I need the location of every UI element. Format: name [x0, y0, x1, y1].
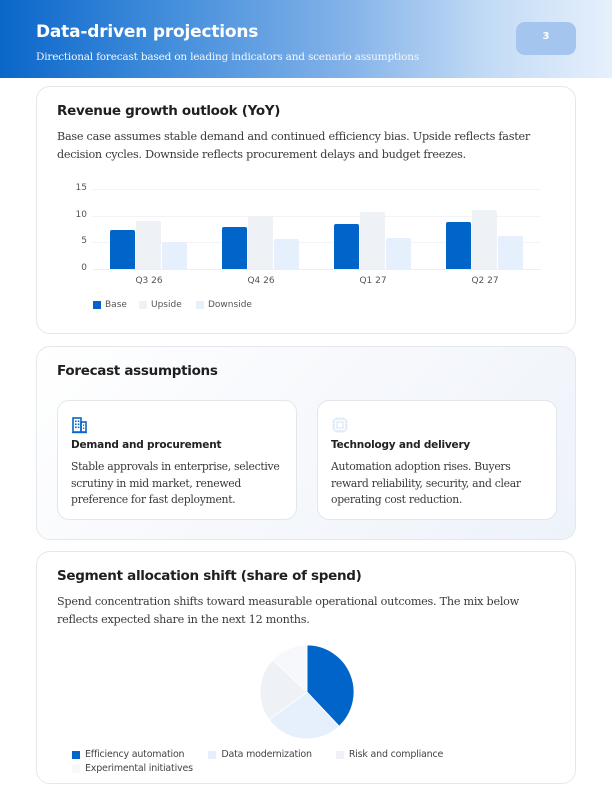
- revenue-card: Revenue growth outlook (YoY) Base case a…: [36, 86, 576, 334]
- x-tick-label: Q3 26: [135, 276, 163, 286]
- gridline: [93, 269, 541, 270]
- bar-downside: [386, 238, 411, 269]
- segments-card: Segment allocation shift (share of spend…: [36, 551, 576, 784]
- legend-swatch: [208, 750, 217, 759]
- revenue-bar-chart: 0 5 10 15 Q3 26 Q4 26 Q1 27 Q2 27 Base Upside Down…: [37, 87, 577, 335]
- page-number-badge: 3: [516, 22, 576, 55]
- x-tick-label: Q2 27: [471, 276, 499, 286]
- legend-item: Data modernization: [208, 749, 312, 760]
- legend-swatch: [93, 301, 101, 309]
- revenue-title: Revenue growth outlook (YoY): [57, 103, 281, 119]
- pie-legend: Efficiency automation Data modernization R…: [72, 749, 532, 774]
- legend-item: Risk and compliance: [335, 749, 444, 760]
- legend-label: Upside: [151, 300, 182, 310]
- legend-label: Experimental initiatives: [85, 763, 193, 774]
- assumption-card-demand: Demand and procurement Stable approvals …: [57, 400, 297, 520]
- assumption-title: Demand and procurement: [71, 439, 222, 451]
- bar-upside: [248, 215, 273, 269]
- legend-label: Risk and compliance: [348, 749, 444, 760]
- bar-downside: [498, 235, 523, 269]
- segments-description: Spend concentration shifts toward measur…: [57, 595, 519, 626]
- assumption-description: Automation adoption rises. Buyers reward…: [331, 460, 521, 506]
- legend-swatch: [335, 750, 344, 759]
- bar-base: [222, 226, 247, 269]
- x-tick-label: Q4 26: [247, 276, 275, 286]
- revenue-description: Base case assumes stable demand and cont…: [57, 130, 530, 161]
- page-subtitle: Directional forecast based on leading in…: [36, 51, 420, 63]
- page-header: Data-driven projections Directional fore…: [0, 0, 612, 78]
- segments-title: Segment allocation shift (share of spend…: [57, 568, 362, 584]
- pie-slice: [272, 644, 308, 693]
- bar-downside: [162, 241, 187, 269]
- legend-label: Base: [105, 300, 127, 310]
- bar-downside: [274, 239, 299, 269]
- bar-base: [110, 230, 135, 269]
- building-icon: [72, 417, 87, 434]
- y-tick-label: 15: [75, 183, 87, 193]
- legend-swatch: [196, 301, 204, 309]
- gridline: [93, 189, 541, 190]
- legend-swatch: [72, 764, 80, 773]
- bar-upside: [136, 221, 161, 269]
- bar-base: [446, 222, 471, 269]
- y-tick-label: 10: [75, 209, 87, 220]
- legend-item: Base: [93, 300, 127, 310]
- legend-item: Upside: [139, 300, 182, 310]
- assumptions-card: Forecast assumptions Demand and procurem…: [36, 346, 576, 540]
- legend-label: Efficiency automation: [85, 749, 185, 760]
- segment-pie-chart: [259, 644, 355, 740]
- legend-label: Downside: [208, 300, 252, 310]
- assumptions-title: Forecast assumptions: [57, 363, 218, 379]
- page-title: Data-driven projections: [36, 22, 259, 42]
- assumption-description: Stable approvals in enterprise, selectiv…: [71, 460, 280, 506]
- legend-swatch: [72, 750, 80, 759]
- gridline: [93, 242, 541, 244]
- legend-item: Efficiency automation: [72, 749, 185, 760]
- legend-swatch: [139, 301, 147, 309]
- pie-slice: [306, 644, 355, 727]
- assumption-card-technology: Technology and delivery Automation adopt…: [317, 400, 557, 520]
- bar-upside: [472, 210, 497, 269]
- x-tick-label: Q1 27: [359, 276, 387, 286]
- legend-item: Downside: [196, 300, 252, 310]
- pie-slice: [259, 659, 308, 721]
- y-tick-label: 0: [81, 263, 87, 273]
- pie-slice: [268, 691, 340, 740]
- assumption-title: Technology and delivery: [331, 439, 471, 451]
- bar-base: [334, 224, 359, 269]
- y-tick-label: 5: [81, 236, 87, 247]
- legend-item: Experimental initiatives: [72, 763, 193, 774]
- gridline: [93, 215, 541, 217]
- legend-label: Data modernization: [221, 749, 312, 760]
- chip-icon: [332, 417, 348, 433]
- bar-upside: [360, 212, 385, 269]
